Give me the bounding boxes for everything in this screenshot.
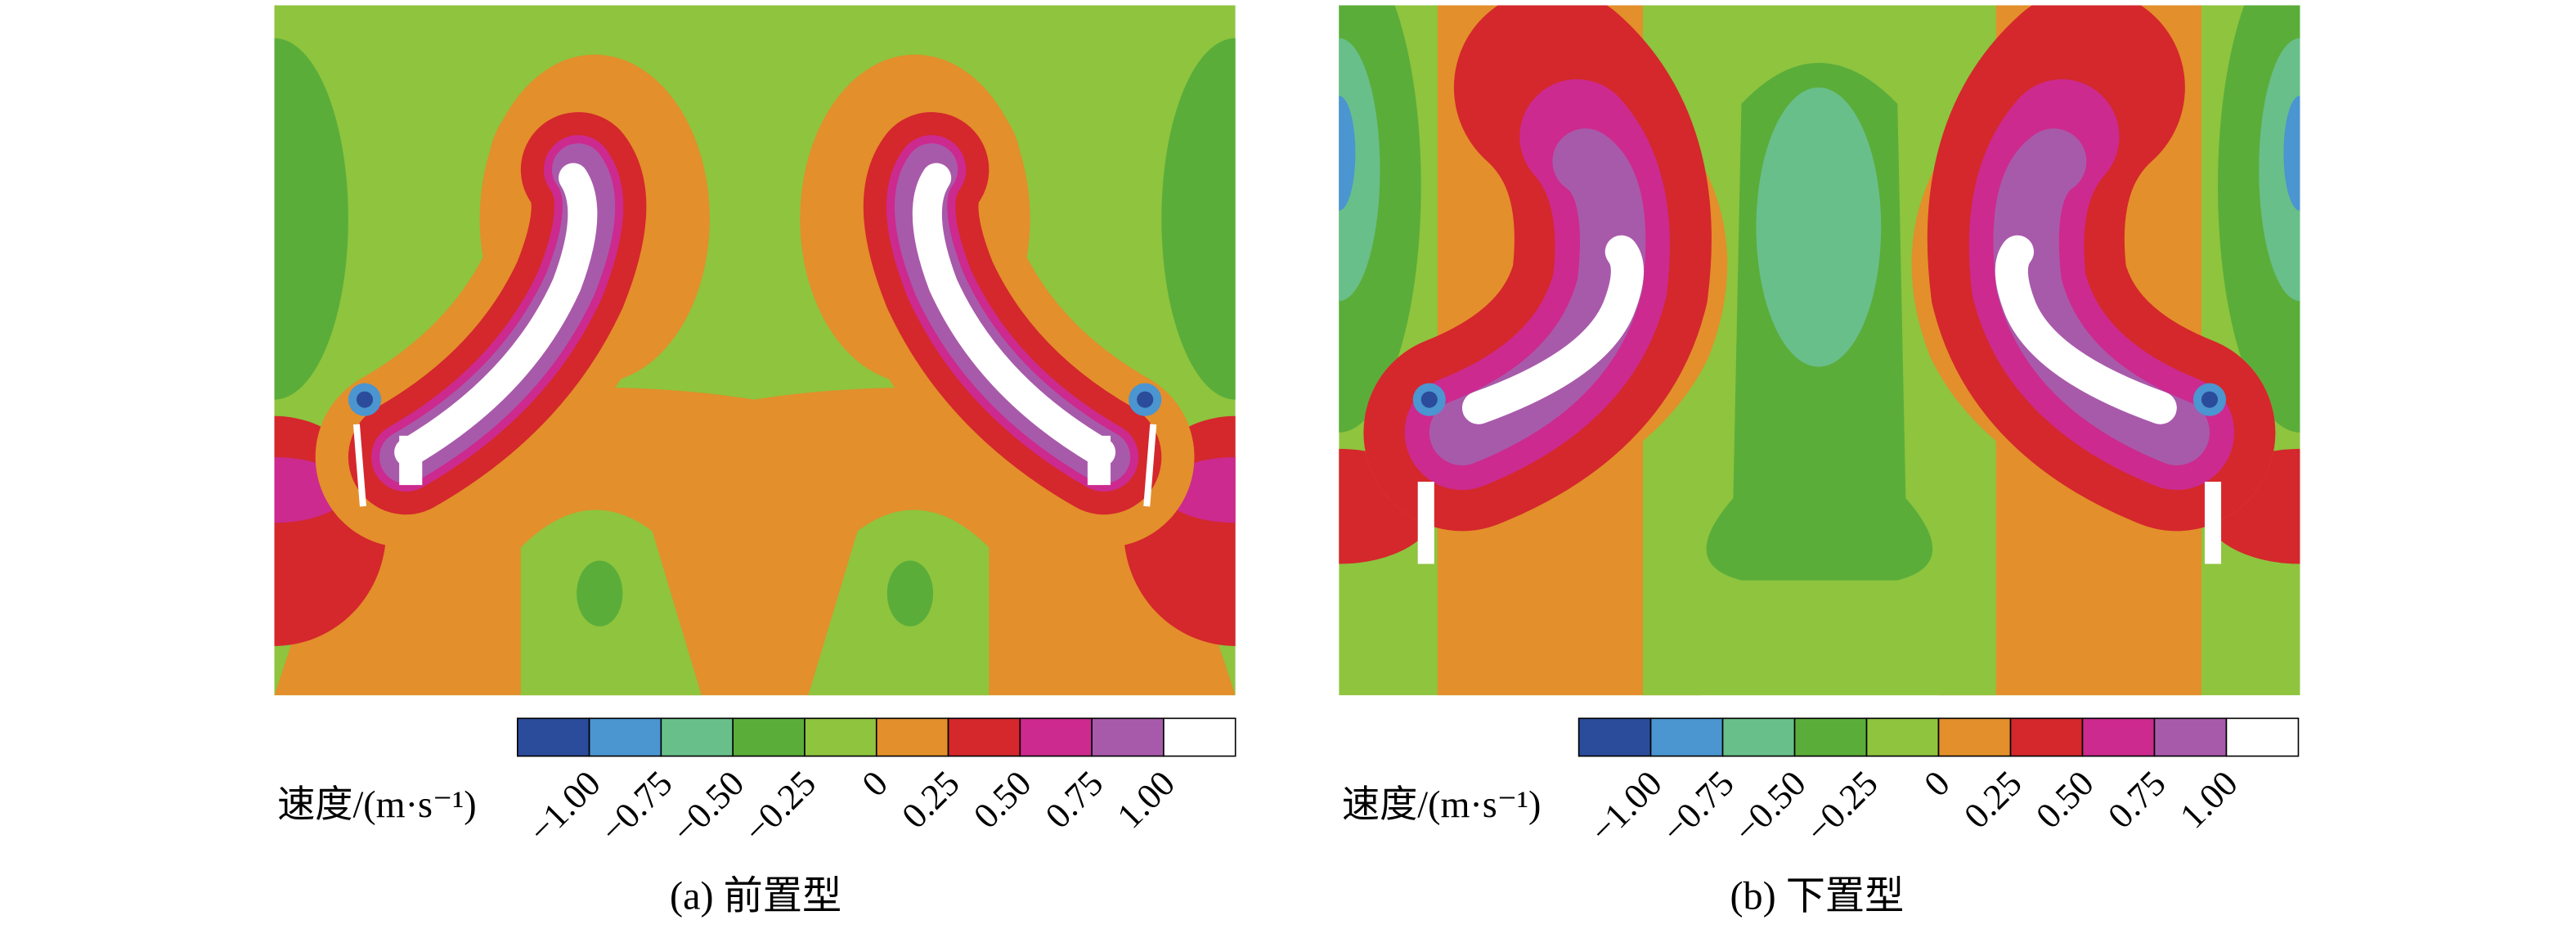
colorbar-cell	[875, 717, 949, 757]
colorbar-tick-label: −0.25	[736, 763, 824, 850]
colorbar-cell	[588, 717, 662, 757]
colorbar-cell	[517, 717, 590, 757]
colorbar-cell	[1577, 717, 1652, 757]
colorbar-cell	[1865, 717, 1940, 757]
colorbar-cell	[947, 717, 1021, 757]
colorbar-label: 速度/(m·s⁻¹)	[1342, 783, 1541, 825]
colorbar-tick-label: −0.25	[1798, 763, 1886, 850]
colorbar-cell	[1721, 717, 1796, 757]
colorbar-cell	[804, 717, 877, 757]
colorbar-tick-label: 0	[855, 763, 895, 804]
colorbar-tick-label: −0.50	[1726, 763, 1814, 850]
caption: (a) 前置型	[670, 874, 841, 918]
colorbar-tick-label: −0.50	[664, 763, 752, 850]
colorbar-tick-label: 0.75	[2100, 763, 2173, 836]
colorbar-tick-label: −1.00	[1582, 763, 1670, 850]
contour-plot	[274, 5, 1236, 696]
colorbar-cell	[2153, 717, 2228, 757]
colorbar-cell	[732, 717, 806, 757]
colorbar-tick-label: 1.00	[2172, 763, 2245, 836]
colorbar-tick-label: 1.00	[1110, 763, 1183, 836]
contour-plot	[1339, 5, 2300, 696]
caption: (b) 下置型	[1730, 874, 1904, 918]
colorbar-cell	[1163, 717, 1236, 757]
colorbar-cell	[1091, 717, 1165, 757]
colorbar-cell	[1649, 717, 1724, 757]
colorbar-cell	[660, 717, 734, 757]
colorbar-tick-label: −0.75	[1654, 763, 1742, 850]
colorbar-tick-label: 0.25	[894, 763, 967, 836]
colorbar-tick-label: 0.25	[1956, 763, 2029, 836]
colorbar-cell	[2225, 717, 2300, 757]
colorbar-tick-label: −0.75	[593, 763, 680, 850]
colorbar-label: 速度/(m·s⁻¹)	[277, 783, 476, 825]
colorbar-cell	[1019, 717, 1093, 757]
colorbar-tick-label: 0.50	[2028, 763, 2101, 836]
colorbar-tick-label: 0.75	[1038, 763, 1111, 836]
colorbar-tick-label: −1.00	[521, 763, 608, 850]
colorbar-cell	[2081, 717, 2156, 757]
colorbar-tick-label: 0.50	[966, 763, 1039, 836]
colorbar-tick-label: 0	[1916, 763, 1957, 804]
colorbar-cell	[1793, 717, 1868, 757]
colorbar-cell	[2009, 717, 2084, 757]
colorbar-cell	[1937, 717, 2012, 757]
